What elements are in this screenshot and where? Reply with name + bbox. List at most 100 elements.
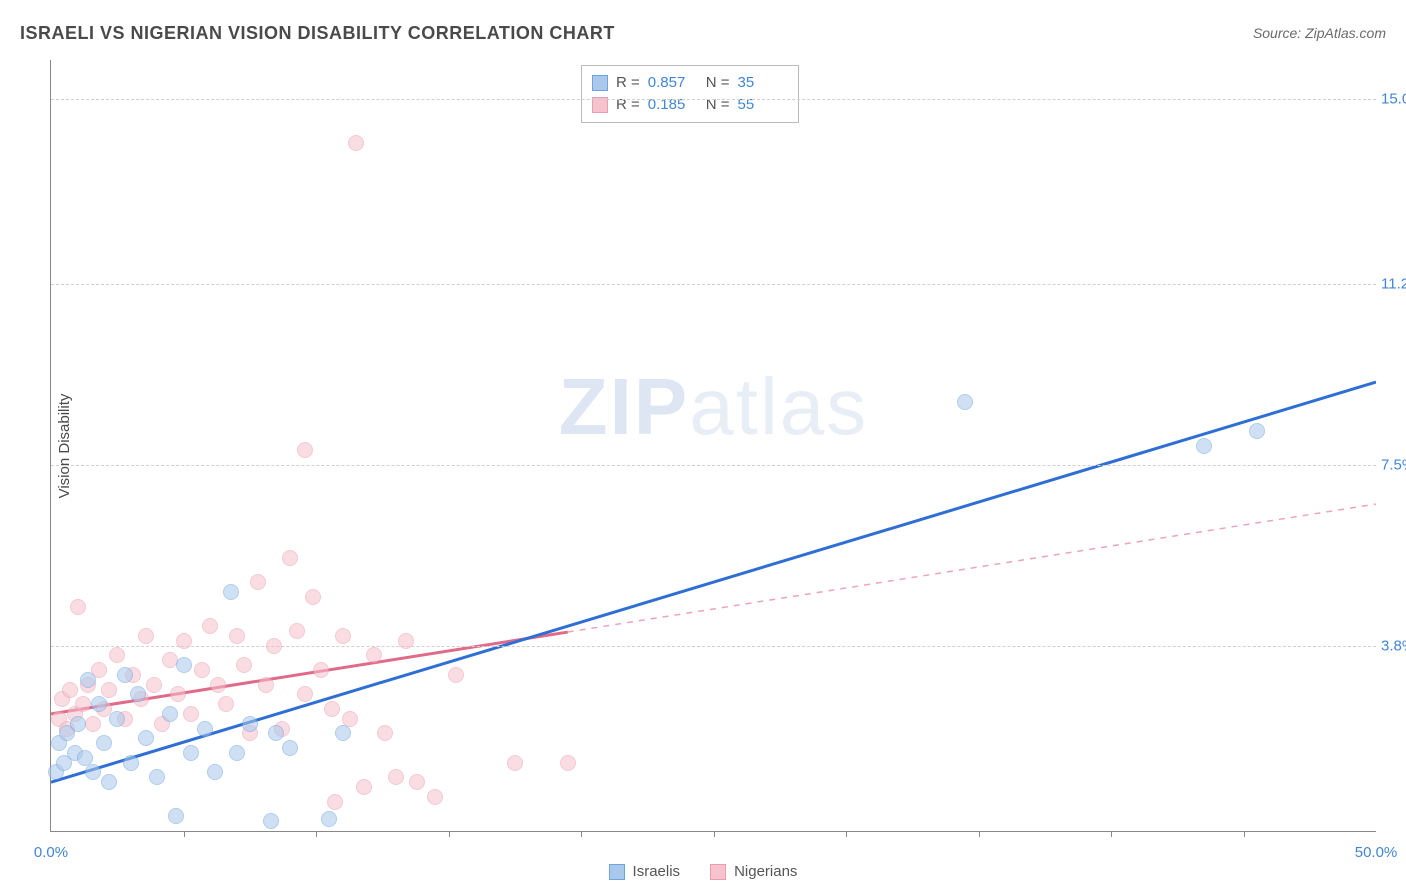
scatter-point-nigerians	[75, 696, 91, 712]
scatter-point-nigerians	[194, 662, 210, 678]
scatter-point-israelis	[96, 735, 112, 751]
scatter-point-nigerians	[236, 657, 252, 673]
legend-item-nigerians: Nigerians	[710, 863, 797, 880]
source-attribution: Source: ZipAtlas.com	[1253, 25, 1386, 41]
scatter-point-israelis	[223, 584, 239, 600]
scatter-point-israelis	[162, 706, 178, 722]
scatter-point-nigerians	[388, 769, 404, 785]
watermark: ZIPatlas	[559, 361, 868, 453]
y-tick-label: 3.8%	[1381, 637, 1406, 654]
swatch-israelis	[609, 864, 625, 880]
scatter-point-israelis	[183, 745, 199, 761]
scatter-point-nigerians	[176, 633, 192, 649]
scatter-point-nigerians	[324, 701, 340, 717]
scatter-point-israelis	[242, 716, 258, 732]
y-tick-label: 11.2%	[1381, 276, 1406, 293]
gridline	[51, 284, 1376, 285]
scatter-point-nigerians	[229, 628, 245, 644]
x-tick-mark	[449, 831, 450, 837]
scatter-point-israelis	[335, 725, 351, 741]
x-tick-mark	[1244, 831, 1245, 837]
y-tick-label: 15.0%	[1381, 91, 1406, 108]
scatter-point-nigerians	[202, 618, 218, 634]
scatter-point-israelis	[268, 725, 284, 741]
scatter-point-israelis	[101, 774, 117, 790]
swatch-nigerians	[710, 864, 726, 880]
scatter-point-nigerians	[282, 550, 298, 566]
regression-row-nigerians: R = 0.185 N = 55	[592, 94, 788, 116]
scatter-point-nigerians	[327, 794, 343, 810]
scatter-point-nigerians	[348, 135, 364, 151]
scatter-point-nigerians	[427, 789, 443, 805]
scatter-point-nigerians	[70, 599, 86, 615]
scatter-point-israelis	[282, 740, 298, 756]
scatter-point-israelis	[70, 716, 86, 732]
scatter-point-nigerians	[266, 638, 282, 654]
scatter-point-nigerians	[170, 686, 186, 702]
scatter-point-nigerians	[297, 686, 313, 702]
x-tick-mark	[581, 831, 582, 837]
scatter-point-israelis	[321, 811, 337, 827]
scatter-point-israelis	[1249, 423, 1265, 439]
scatter-point-israelis	[80, 672, 96, 688]
scatter-point-nigerians	[313, 662, 329, 678]
x-tick-mark	[714, 831, 715, 837]
legend-label: Israelis	[633, 863, 681, 880]
chart-plot-area: ZIPatlas R = 0.857 N = 35 R = 0.185 N = …	[50, 60, 1376, 832]
legend-label: Nigerians	[734, 863, 797, 880]
regression-stats-box: R = 0.857 N = 35 R = 0.185 N = 55	[581, 65, 799, 123]
scatter-point-israelis	[197, 721, 213, 737]
scatter-point-israelis	[91, 696, 107, 712]
scatter-point-nigerians	[210, 677, 226, 693]
scatter-point-nigerians	[62, 682, 78, 698]
scatter-point-nigerians	[305, 589, 321, 605]
scatter-point-nigerians	[356, 779, 372, 795]
scatter-point-nigerians	[560, 755, 576, 771]
scatter-point-nigerians	[448, 667, 464, 683]
x-tick-mark	[1111, 831, 1112, 837]
scatter-point-nigerians	[258, 677, 274, 693]
scatter-point-nigerians	[507, 755, 523, 771]
legend-item-israelis: Israelis	[609, 863, 681, 880]
scatter-point-nigerians	[85, 716, 101, 732]
chart-title: ISRAELI VS NIGERIAN VISION DISABILITY CO…	[20, 23, 615, 44]
scatter-point-israelis	[263, 813, 279, 829]
scatter-point-israelis	[130, 686, 146, 702]
scatter-point-nigerians	[146, 677, 162, 693]
scatter-point-nigerians	[138, 628, 154, 644]
x-tick-mark	[979, 831, 980, 837]
scatter-point-israelis	[85, 764, 101, 780]
scatter-point-nigerians	[377, 725, 393, 741]
gridline	[51, 465, 1376, 466]
scatter-point-israelis	[168, 808, 184, 824]
scatter-point-nigerians	[250, 574, 266, 590]
scatter-point-israelis	[138, 730, 154, 746]
scatter-point-israelis	[957, 394, 973, 410]
x-tick-mark	[184, 831, 185, 837]
swatch-israelis	[592, 75, 608, 91]
bottom-legend: Israelis Nigerians	[0, 863, 1406, 880]
scatter-point-israelis	[117, 667, 133, 683]
scatter-point-nigerians	[297, 442, 313, 458]
scatter-point-nigerians	[101, 682, 117, 698]
x-tick-mark	[316, 831, 317, 837]
scatter-point-israelis	[1196, 438, 1212, 454]
x-tick-label: 50.0%	[1355, 844, 1398, 861]
scatter-point-nigerians	[342, 711, 358, 727]
scatter-point-israelis	[149, 769, 165, 785]
regression-row-israelis: R = 0.857 N = 35	[592, 72, 788, 94]
scatter-point-israelis	[77, 750, 93, 766]
scatter-point-nigerians	[109, 647, 125, 663]
scatter-point-israelis	[207, 764, 223, 780]
scatter-point-israelis	[123, 755, 139, 771]
scatter-point-nigerians	[335, 628, 351, 644]
scatter-point-nigerians	[409, 774, 425, 790]
scatter-point-nigerians	[218, 696, 234, 712]
x-tick-label: 0.0%	[34, 844, 68, 861]
y-tick-label: 7.5%	[1381, 457, 1406, 474]
scatter-point-israelis	[229, 745, 245, 761]
gridline	[51, 99, 1376, 100]
gridline	[51, 646, 1376, 647]
scatter-point-nigerians	[398, 633, 414, 649]
scatter-point-nigerians	[366, 647, 382, 663]
